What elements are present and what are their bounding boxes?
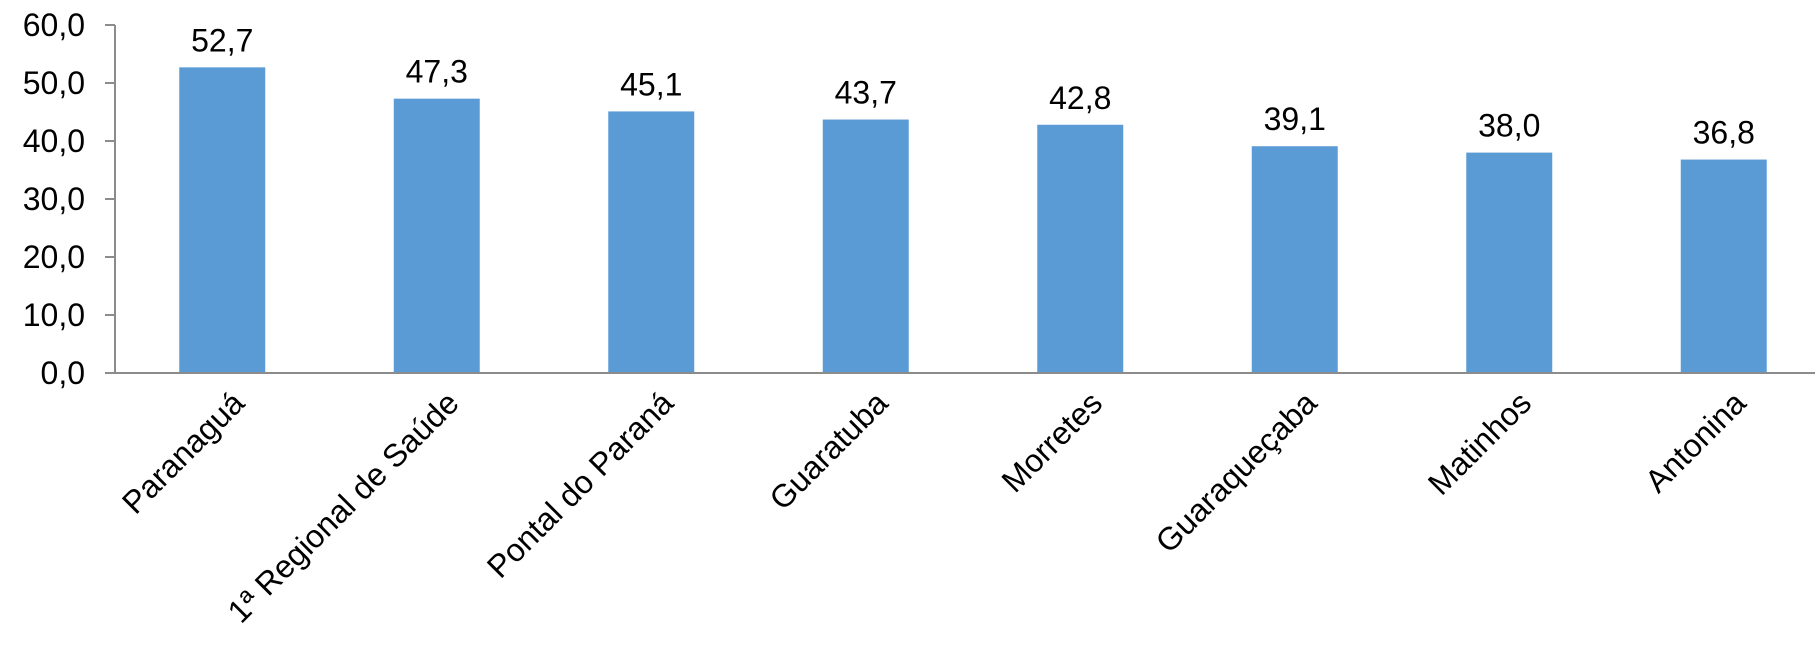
bar <box>608 111 695 374</box>
data-label: 38,0 <box>1478 108 1540 144</box>
y-tick-label: 20,0 <box>23 239 85 275</box>
y-tick-label: 30,0 <box>23 181 85 217</box>
data-label: 39,1 <box>1264 101 1326 137</box>
data-label: 36,8 <box>1693 115 1755 151</box>
y-tick-label: 0,0 <box>41 355 85 391</box>
bar <box>1466 152 1553 373</box>
bar <box>822 119 909 373</box>
bar <box>393 98 480 373</box>
bar <box>179 67 266 373</box>
bar <box>1037 124 1124 373</box>
data-labels: 52,7 47,3 45,1 43,7 42,8 39,1 38,0 36,8 <box>191 22 1755 150</box>
category-label: Morretes <box>994 384 1109 499</box>
bars <box>179 67 1767 374</box>
y-tick-label: 40,0 <box>23 123 85 159</box>
data-label: 45,1 <box>620 66 682 102</box>
data-label: 52,7 <box>191 22 253 58</box>
category-label: Guaraqueçaba <box>1149 384 1324 559</box>
y-axis: 0,0 10,0 20,0 30,0 40,0 50,0 60,0 <box>23 7 116 391</box>
y-tick-label: 60,0 <box>23 7 85 43</box>
bar <box>1251 146 1338 373</box>
y-tick-label: 10,0 <box>23 297 85 333</box>
category-label: 1ª Regional de Saúde <box>221 384 466 629</box>
category-label: Paranaguá <box>115 384 251 520</box>
data-label: 43,7 <box>835 75 897 111</box>
data-label: 42,8 <box>1049 80 1111 116</box>
category-label: Matinhos <box>1421 384 1538 501</box>
category-label: Antonina <box>1638 384 1753 499</box>
data-label: 47,3 <box>406 54 468 90</box>
y-tick-label: 50,0 <box>23 65 85 101</box>
category-label: Guaratuba <box>762 384 895 517</box>
bar <box>1680 159 1767 373</box>
category-label: Pontal do Paraná <box>480 384 680 584</box>
